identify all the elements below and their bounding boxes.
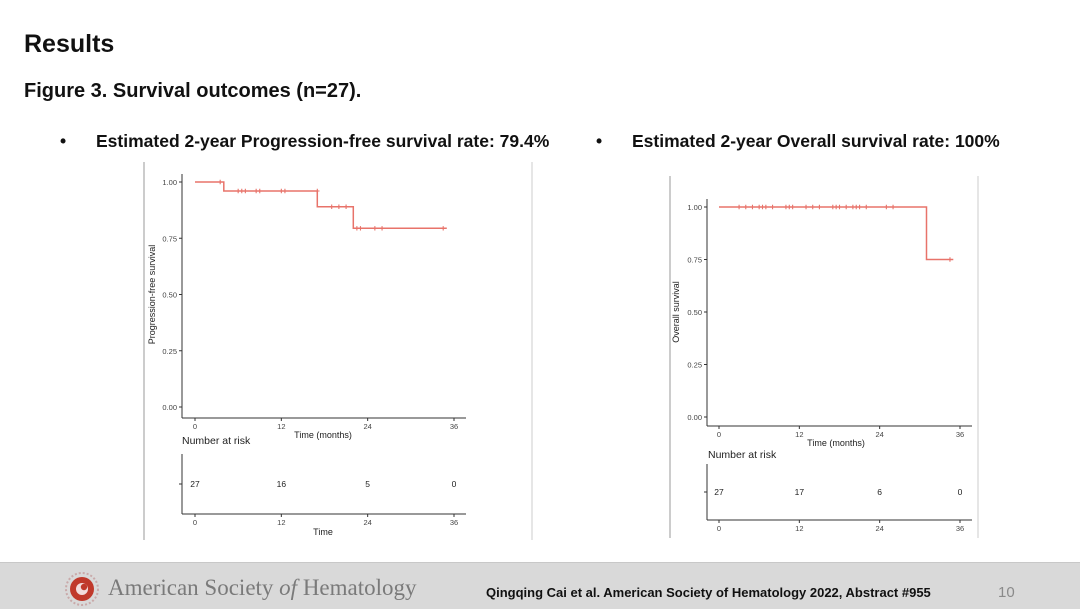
ash-logo-icon: [65, 572, 99, 606]
censor-mark: [750, 204, 755, 210]
survival-curve: [719, 206, 954, 261]
censor-mark: [843, 204, 849, 210]
risk-count: 27: [714, 487, 724, 497]
censor-mark: [884, 204, 889, 210]
bullet-dot-icon: •: [596, 131, 603, 151]
x-tick-label: 12: [277, 422, 285, 431]
y-axis-title: Overall survival: [671, 281, 681, 343]
x-axis-title: Time (months): [807, 438, 865, 448]
risk-table-title: Number at risk: [708, 449, 777, 461]
risk-x-tick-label: 36: [450, 518, 458, 527]
pfs-rate-bullet: • Estimated 2-year Progression-free surv…: [60, 131, 550, 152]
censor-mark: [358, 226, 363, 231]
survival-curve: [195, 181, 447, 230]
risk-count: 5: [365, 479, 370, 489]
x-tick-label: 24: [363, 422, 371, 431]
x-tick-label: 0: [193, 422, 197, 431]
risk-count: 16: [277, 479, 287, 489]
citation-text: Qingqing Cai et al. American Society of …: [486, 585, 931, 600]
censor-mark: [282, 188, 288, 194]
censor-mark: [336, 204, 342, 209]
risk-count: 17: [795, 487, 805, 497]
censor-mark: [837, 204, 842, 210]
censor-mark: [343, 204, 349, 209]
risk-x-tick-label: 36: [956, 524, 964, 533]
os-km-chart: 0.00 0.25 0.50 0.75 1.00 0 12 24 36 Time (months)…: [669, 176, 979, 538]
slide-heading: Results: [24, 30, 115, 58]
censor-mark: [441, 226, 446, 231]
y-tick-label: 1.00: [162, 178, 177, 187]
censor-mark: [890, 204, 896, 210]
y-tick-label: 0.25: [162, 347, 177, 356]
risk-count: 6: [877, 487, 882, 497]
risk-x-tick-label: 24: [363, 518, 371, 527]
pfs-chart-svg: 0.00 0.25 0.50 0.75 1.00 0 12 24 36 Time (months)…: [143, 162, 533, 540]
censor-mark: [790, 204, 795, 210]
risk-x-axis-title: Time: [313, 527, 333, 537]
x-axis-title: Time (months): [294, 430, 352, 440]
risk-x-tick-label: 0: [193, 518, 197, 527]
risk-count: 27: [190, 479, 200, 489]
y-tick-label: 1.00: [687, 203, 702, 212]
censor-mark: [372, 226, 378, 231]
organization-name: American Society of Hematology: [108, 575, 417, 600]
bullet-dot-icon: •: [60, 131, 67, 151]
censor-mark: [803, 204, 809, 210]
censor-mark: [857, 204, 862, 210]
censor-mark: [770, 204, 775, 210]
risk-table-title: Number at risk: [182, 435, 251, 447]
censor-mark: [315, 188, 320, 194]
censor-mark: [329, 204, 334, 209]
x-tick-label: 0: [717, 430, 721, 439]
os-chart-svg: 0.00 0.25 0.50 0.75 1.00 0 12 24 36 Time (months)…: [669, 176, 979, 538]
y-tick-label: 0.50: [162, 291, 177, 300]
y-tick-label: 0.00: [687, 413, 702, 422]
censor-mark: [243, 188, 248, 194]
y-tick-label: 0.00: [162, 403, 177, 412]
os-rate-bullet: • Estimated 2-year Overall survival rate…: [596, 131, 1000, 152]
pfs-rate-text: Estimated 2-year Progression-free surviv…: [96, 131, 550, 151]
x-tick-label: 12: [795, 430, 803, 439]
censor-mark: [947, 257, 953, 262]
x-tick-label: 36: [450, 422, 458, 431]
censor-mark: [217, 179, 223, 185]
risk-x-tick-label: 12: [795, 524, 803, 533]
censor-mark: [257, 188, 262, 194]
risk-x-tick-label: 24: [875, 524, 883, 533]
censor-mark: [810, 204, 815, 210]
footer-band: American Society of Hematology Qingqing …: [0, 562, 1080, 609]
censor-mark: [864, 204, 869, 210]
y-tick-label: 0.75: [162, 234, 177, 243]
censor-mark: [743, 204, 748, 210]
x-tick-label: 24: [875, 430, 883, 439]
censor-mark: [817, 204, 822, 210]
y-tick-label: 0.25: [687, 361, 702, 370]
risk-x-tick-label: 12: [277, 518, 285, 527]
censor-mark: [379, 226, 385, 231]
y-tick-label: 0.75: [687, 256, 702, 265]
censor-mark: [763, 204, 769, 210]
risk-count: 0: [958, 487, 963, 497]
risk-x-tick-label: 0: [717, 524, 721, 533]
risk-count: 0: [452, 479, 457, 489]
x-tick-label: 36: [956, 430, 964, 439]
figure-caption: Figure 3. Survival outcomes (n=27).: [24, 80, 362, 102]
y-tick-label: 0.50: [687, 308, 702, 317]
page-number: 10: [998, 584, 1015, 601]
pfs-km-chart: 0.00 0.25 0.50 0.75 1.00 0 12 24 36 Time (months)…: [143, 162, 533, 540]
censor-mark: [736, 204, 742, 210]
os-rate-text: Estimated 2-year Overall survival rate: …: [632, 131, 1000, 151]
y-axis-title: Progression-free survival: [147, 245, 157, 345]
